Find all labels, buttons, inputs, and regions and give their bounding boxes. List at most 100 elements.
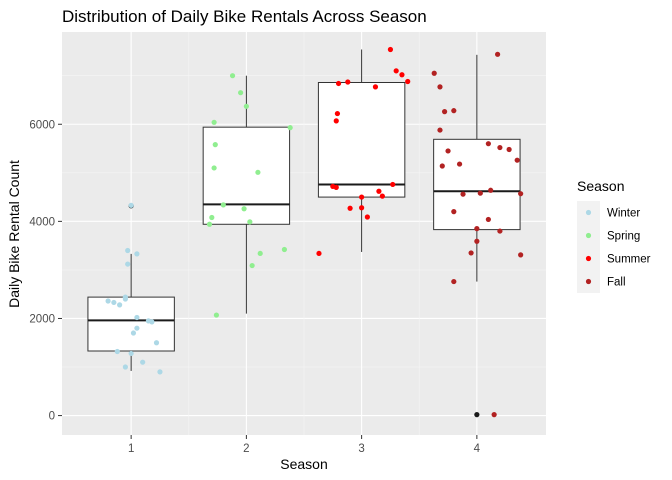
point-spring: [209, 214, 215, 221]
point-winter: [128, 202, 134, 208]
point-spring: [229, 73, 236, 79]
point-spring: [212, 142, 218, 148]
point-spring: [249, 262, 255, 269]
point-fall: [497, 144, 503, 151]
point-summer: [405, 78, 411, 85]
point-winter: [134, 314, 140, 321]
point-spring: [255, 169, 261, 175]
point-fall: [477, 190, 483, 196]
point-fall: [491, 412, 497, 418]
point-summer: [364, 214, 370, 220]
point-fall: [514, 157, 520, 163]
point-fall: [441, 109, 448, 115]
point-fall: [437, 84, 443, 90]
point-fall: [485, 216, 491, 223]
legend-label-spring: Spring: [607, 231, 640, 243]
point-summer: [376, 188, 382, 194]
x-tick-label: 3: [358, 443, 364, 455]
point-winter: [105, 298, 111, 304]
y-tick-label: 2000: [29, 313, 55, 325]
legend-swatch-fall: [585, 278, 592, 285]
point-fall: [437, 127, 443, 133]
point-summer: [335, 80, 342, 87]
point-fall: [474, 226, 480, 232]
point-spring: [257, 250, 263, 257]
point-winter: [111, 299, 117, 306]
point-winter: [117, 302, 123, 308]
point-winter: [134, 325, 140, 331]
legend-label-fall: Fall: [607, 277, 626, 289]
x-tick-label: 2: [243, 443, 249, 455]
legend-swatch-winter: [585, 209, 592, 216]
point-winter: [125, 247, 131, 254]
point-winter: [125, 261, 131, 267]
point-fall: [485, 141, 491, 147]
point-fall: [456, 161, 463, 167]
chart-title: Distribution of Daily Bike Rentals Acros…: [62, 7, 427, 26]
point-fall: [518, 191, 524, 197]
point-summer: [334, 110, 341, 117]
point-spring: [220, 202, 226, 208]
point-fall: [451, 209, 457, 215]
point-summer: [316, 250, 322, 257]
point-winter: [134, 251, 140, 257]
point-spring: [247, 219, 253, 225]
box-body: [433, 138, 521, 231]
data-points: [105, 46, 524, 418]
point-fall: [451, 108, 457, 114]
point-spring: [241, 206, 247, 212]
y-axis: 0 2000 4000 6000: [29, 119, 62, 423]
box-1: [87, 203, 175, 371]
point-winter: [153, 340, 160, 346]
point-winter: [157, 369, 163, 375]
box-body: [317, 81, 406, 198]
point-fall: [468, 250, 474, 256]
point-winter: [140, 359, 146, 365]
point-spring: [213, 312, 220, 318]
point-summer: [333, 118, 339, 124]
point-summer: [379, 193, 385, 199]
point-fall: [474, 238, 480, 244]
point-fall: [488, 187, 494, 193]
point-winter: [114, 348, 120, 355]
point-fall: [495, 51, 501, 57]
point-summer: [372, 84, 379, 90]
point-fall: [497, 228, 503, 234]
y-tick-label: 6000: [29, 119, 55, 131]
point-spring: [238, 90, 244, 96]
point-summer: [393, 68, 399, 74]
point-winter: [130, 330, 137, 336]
point-summer: [359, 194, 365, 200]
point-winter: [128, 350, 134, 357]
y-tick-label: 0: [49, 411, 55, 423]
legend-swatch-spring: [585, 232, 592, 239]
point-winter: [122, 294, 128, 300]
point-winter: [122, 364, 128, 370]
outlier-point: [474, 412, 480, 418]
x-tick-label: 4: [474, 443, 481, 455]
legend-label-summer: Summer: [607, 254, 651, 266]
point-spring: [287, 125, 293, 131]
point-spring: [206, 221, 213, 227]
x-tick-label: 1: [128, 443, 134, 455]
legend-label-winter: Winter: [607, 208, 640, 220]
legend: Season Winter Spring Summer Fall: [577, 178, 651, 293]
y-axis-title: Daily Bike Rental Count: [6, 160, 22, 308]
boxes: [87, 49, 521, 418]
point-fall: [445, 148, 451, 154]
legend-swatch-summer: [585, 255, 592, 262]
point-summer: [345, 79, 351, 85]
point-fall: [518, 252, 524, 258]
point-summer: [333, 184, 339, 190]
point-summer: [347, 205, 353, 211]
point-fall: [460, 191, 466, 197]
y-tick-label: 4000: [29, 216, 55, 228]
point-summer: [390, 181, 396, 188]
x-axis-title: Season: [280, 456, 327, 472]
point-spring: [211, 119, 217, 125]
box-body: [87, 296, 175, 352]
point-summer: [399, 72, 405, 78]
point-winter: [149, 319, 155, 325]
legend-title: Season: [577, 178, 624, 194]
